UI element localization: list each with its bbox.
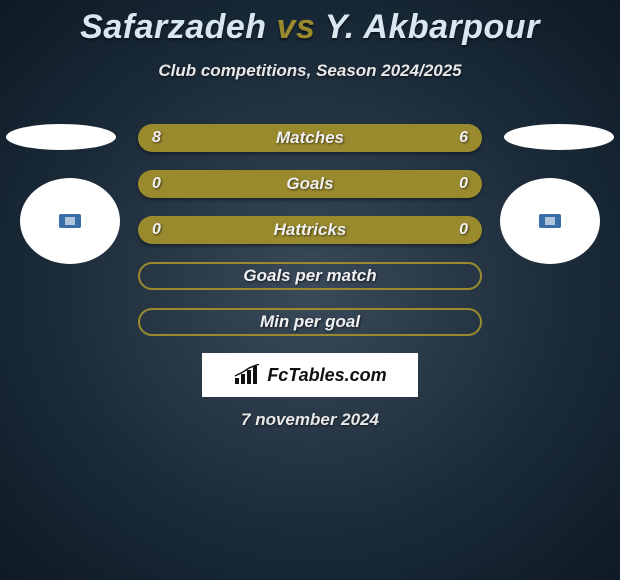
stat-value-left: 0 [152,175,161,193]
player-a-club-badge [20,178,120,264]
stats-rows: 8 Matches 6 0 Goals 0 0 Hattricks 0 Goal… [138,124,482,354]
stat-label: Min per goal [260,312,360,332]
stat-value-right: 6 [459,129,468,147]
stat-label: Hattricks [274,220,347,240]
stat-row-matches: 8 Matches 6 [138,124,482,152]
player-b-club-badge [500,178,600,264]
stat-value-left: 8 [152,129,161,147]
player-a-photo-placeholder [6,124,116,150]
stat-row-goals: 0 Goals 0 [138,170,482,198]
club-badge-icon [59,214,81,228]
brand-name: FcTables.com [267,365,386,386]
club-badge-icon [539,214,561,228]
player-b-photo-placeholder [504,124,614,150]
player-b-name: Y. Akbarpour [325,8,540,46]
stat-value-right: 0 [459,175,468,193]
generated-date: 7 november 2024 [0,410,620,430]
bar-chart-icon [233,364,261,386]
subtitle: Club competitions, Season 2024/2025 [0,61,620,81]
stat-label: Matches [276,128,344,148]
stat-row-goals-per-match: Goals per match [138,262,482,290]
brand-attribution: FcTables.com [202,353,418,397]
vs-separator: vs [277,8,316,46]
stat-value-left: 0 [152,221,161,239]
stat-label: Goals [286,174,333,194]
player-a-name: Safarzadeh [80,8,266,46]
stat-value-right: 0 [459,221,468,239]
stat-row-hattricks: 0 Hattricks 0 [138,216,482,244]
page-title: Safarzadeh vs Y. Akbarpour [0,0,620,47]
stat-row-min-per-goal: Min per goal [138,308,482,336]
stat-label: Goals per match [243,266,376,286]
